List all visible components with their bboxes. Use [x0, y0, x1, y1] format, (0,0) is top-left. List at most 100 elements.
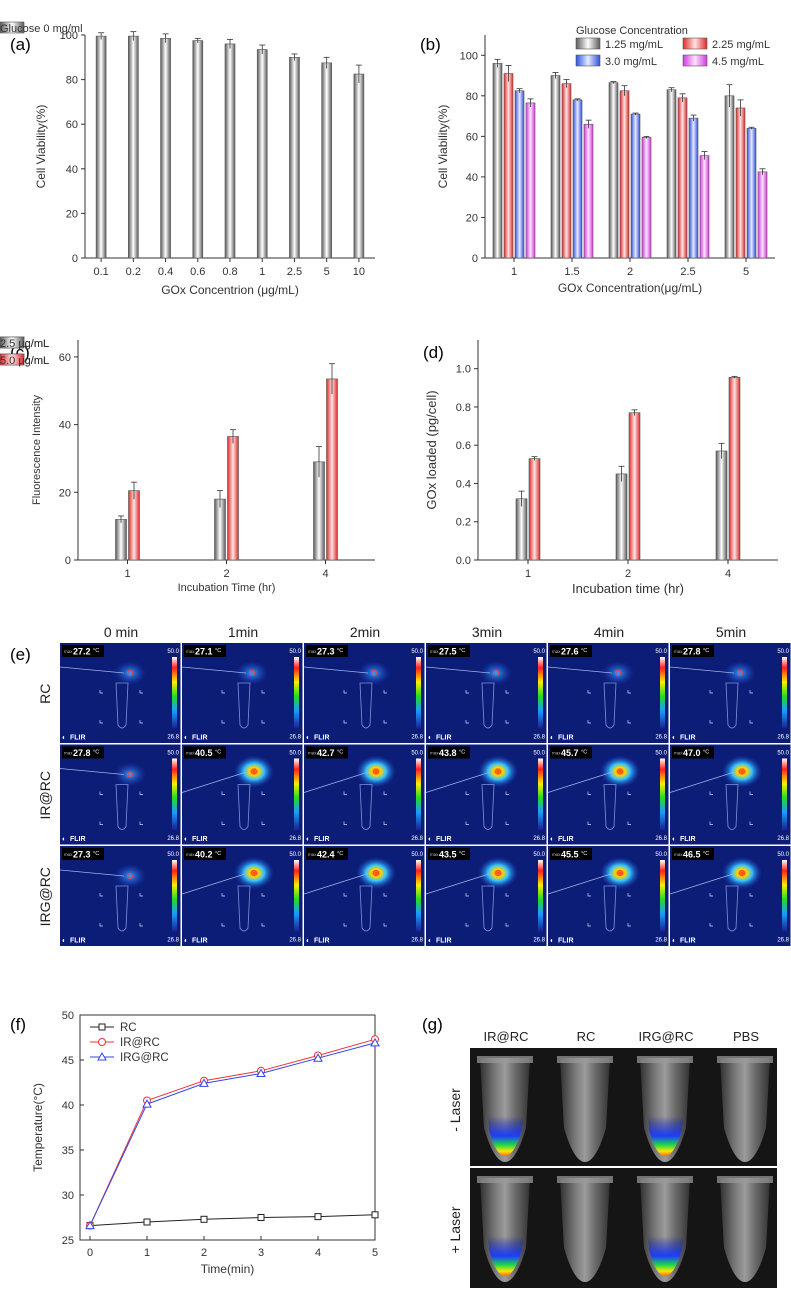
temp-unit: °C [703, 648, 709, 654]
focus-bracket [99, 893, 103, 897]
marker-triangle [199, 1078, 209, 1087]
legend-label: 3.0 mg/mL [605, 56, 657, 68]
legend-title: Glucose Concentration [576, 25, 688, 37]
tube-outline [603, 682, 617, 729]
x-tick-label: 4 [315, 1247, 321, 1259]
scale-min: 26.8 [289, 836, 301, 842]
temp-badge [672, 848, 714, 860]
bar-gray [515, 498, 528, 561]
flir-logo-icon: ◐ [62, 938, 66, 945]
tube-outline [481, 885, 495, 932]
bar-red [619, 90, 630, 259]
flir-brand: FLIR [558, 836, 574, 843]
focus-bracket [465, 821, 469, 825]
flir-logo-icon: ◐ [306, 938, 310, 945]
focus-bracket [343, 791, 347, 795]
tube [717, 1056, 773, 1162]
focus-bracket [343, 690, 347, 694]
focus-bracket [99, 821, 103, 825]
focus-bracket [139, 821, 143, 825]
y-tick-label: 20 [466, 212, 478, 224]
tube-outline [725, 682, 739, 729]
focus-bracket [99, 791, 103, 795]
temp-unit: °C [337, 851, 343, 857]
panel-label-b: (b) [420, 35, 441, 54]
focus-bracket [505, 720, 509, 724]
panel-label-f: (f) [10, 1015, 26, 1034]
bar-magenta [525, 102, 536, 259]
focus-bracket [261, 821, 265, 825]
spot-marker [615, 670, 621, 676]
max-tag: max [552, 751, 561, 756]
thermal-image: max 27.8 °C 50.0 26.8 ◐ FLIR [59, 744, 181, 845]
bar-magenta [583, 123, 594, 259]
x-axis-label: Incubation time (hr) [572, 581, 684, 596]
max-tag: max [552, 649, 561, 654]
temp-readout: 27.8 [73, 748, 91, 758]
chart-d: 0.0 0.2 0.4 0.6 0.8 1.0 1 2 4 Incubation time (hr… [0, 336, 778, 596]
focus-bracket [261, 720, 265, 724]
hot-spot [234, 857, 274, 889]
y-tick-label: 60 [466, 131, 478, 143]
tube-outline [359, 682, 373, 729]
temp-badge [672, 746, 714, 759]
thermal-image: max 42.7 °C 50.0 26.8 ◐ FLIR [303, 744, 425, 845]
tube-body [560, 1058, 610, 1162]
bar-gray [224, 43, 236, 259]
flir-brand: FLIR [436, 735, 452, 742]
focus-bracket [505, 791, 509, 795]
thermal-image: max 43.8 °C 50.0 26.8 ◐ FLIR [425, 744, 547, 845]
flir-brand: FLIR [192, 735, 208, 742]
x-tick-label: 0.1 [93, 266, 108, 278]
focus-bracket [139, 791, 143, 795]
temp-unit: °C [703, 851, 709, 857]
y-axis-label: Fluorescence Intensity [31, 394, 43, 505]
scale-max: 50.0 [533, 852, 545, 858]
focus-bracket [99, 720, 103, 724]
temp-readout: 27.2 [73, 647, 91, 657]
hot-spot [722, 857, 762, 889]
x-tick-label: 2.5 [287, 266, 302, 278]
flir-brand: FLIR [314, 836, 330, 843]
thermal-background [548, 643, 669, 743]
focus-bracket [139, 690, 143, 694]
bar-gray [550, 75, 561, 259]
tube-rim [477, 1056, 533, 1063]
flir-logo-icon: ◐ [184, 735, 188, 742]
scale-min: 26.8 [777, 735, 789, 741]
y-tick-label: 50 [62, 1010, 74, 1022]
focus-bracket [139, 893, 143, 897]
flir-logo-icon: ◐ [672, 735, 676, 742]
color-scale [538, 657, 543, 729]
focus-bracket [505, 821, 509, 825]
bar-red [735, 107, 746, 259]
thermal-background [426, 643, 547, 743]
flir-logo-icon: ◐ [428, 836, 432, 843]
tube-outline [481, 784, 495, 830]
color-scale [660, 758, 665, 830]
x-tick-label: 1 [525, 568, 531, 580]
y-axis-label: Cell Viability(%) [436, 105, 450, 189]
y-tick-label: 0 [72, 253, 78, 265]
thermal-background [182, 643, 303, 743]
scale-max: 50.0 [289, 751, 301, 757]
scale-min: 26.8 [167, 735, 179, 741]
scale-min: 26.8 [411, 836, 423, 842]
focus-bracket [99, 690, 103, 694]
temp-readout: 27.6 [561, 647, 579, 657]
scale-min: 26.8 [289, 735, 301, 741]
thermal-image: max 27.8 °C 50.0 26.8 ◐ FLIR [669, 643, 791, 743]
legend-marker [98, 1038, 106, 1046]
x-tick-label: 0.4 [158, 266, 173, 278]
thermal-col-label: 4min [594, 624, 624, 640]
thermal-image: max 47.0 °C 50.0 26.8 ◐ FLIR [669, 744, 791, 845]
temp-unit: °C [703, 750, 709, 756]
focus-bracket [587, 690, 591, 694]
legend-label: IRG@RC [120, 1052, 169, 1064]
tube-rim [557, 1176, 613, 1183]
max-tag: max [186, 852, 195, 857]
marker-triangle [142, 1099, 152, 1108]
max-tag: max [64, 852, 73, 857]
focus-bracket [627, 690, 631, 694]
